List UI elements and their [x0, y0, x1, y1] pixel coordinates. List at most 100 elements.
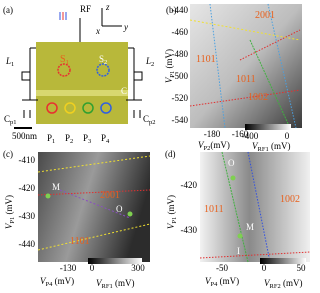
p-sub: 4	[106, 138, 110, 145]
y-tick-label: -430	[181, 225, 198, 235]
axis-y: y	[123, 22, 128, 32]
line	[209, 3, 297, 129]
x-axis-label-unit: (mV)	[210, 140, 230, 150]
p-labels: P1 P2 P3 P4	[47, 133, 110, 145]
y-axis-label: VP1 (mV)	[4, 195, 16, 229]
y-axis-label-sub: P1	[171, 217, 178, 224]
y-tick-label: -500	[172, 71, 189, 81]
s2-main: S	[99, 54, 104, 64]
p-sub: 1	[52, 138, 55, 145]
rf-arrows	[59, 12, 67, 20]
y-axis-label-main: V	[164, 76, 174, 83]
point	[237, 233, 243, 239]
cp2-main: C	[143, 114, 149, 124]
panel-d: (d)	[165, 149, 311, 264]
y-tick-label: -420	[181, 180, 198, 190]
colorbar-tick-label: -400	[242, 131, 259, 141]
line	[247, 151, 271, 263]
y-axis-label-unit: (mV)	[164, 49, 174, 71]
y-tick-label: -540	[172, 115, 189, 125]
axes-text: -440-460-480-500-520-540-180 -160-400 0VP1…	[4, 5, 306, 290]
x-axis-label: VP2(mV)	[198, 140, 230, 152]
colorbar-label-unit: (mV)	[281, 278, 303, 288]
l1-main: L	[5, 56, 11, 66]
y-axis-label-main: V	[166, 222, 176, 229]
annotation: M	[246, 222, 254, 232]
y-tick-label: -430	[19, 211, 36, 221]
annotation: 1011	[204, 204, 224, 215]
panel-b: (b)	[166, 3, 302, 130]
line	[189, 19, 301, 41]
l1-sub: 1	[11, 61, 14, 68]
y-tick-label: -480	[172, 49, 189, 59]
p-main: P	[47, 133, 52, 143]
colorbar-label-sub: RF2	[270, 283, 281, 290]
x-axis-label-unit: (mV)	[217, 276, 239, 286]
y-axis-label-main: V	[4, 222, 14, 229]
scale-label: 500nm	[12, 131, 37, 141]
heatmap	[190, 4, 302, 128]
panel-c: (c)	[3, 149, 151, 264]
y-tick-label: -440	[172, 5, 189, 15]
s1-sub: 1	[66, 59, 69, 66]
cp2-sub: p2	[149, 119, 156, 126]
panel-label: (c)	[3, 149, 13, 159]
axis-z: z	[105, 2, 110, 12]
colorbar-label: VRF1 (mV)	[252, 141, 290, 153]
resistor	[21, 71, 31, 81]
colorbar	[245, 124, 291, 130]
point	[45, 193, 51, 199]
colorbar-label-main: V	[96, 278, 103, 288]
panel-label: (a)	[3, 5, 13, 15]
line	[221, 151, 249, 263]
axis-x: x	[95, 26, 100, 36]
s1: S1	[60, 54, 69, 66]
annotation: 1002	[248, 92, 268, 103]
y-tick-label: -520	[172, 93, 189, 103]
colorbar	[260, 258, 306, 264]
cp1: Cp1	[4, 114, 17, 126]
annotation: 2001	[255, 10, 275, 21]
dots	[46, 63, 112, 114]
y-axis-label-sub: P1	[169, 71, 176, 78]
colorbar-label-main: V	[264, 278, 271, 288]
heatmap	[200, 152, 310, 262]
annotation: 2001	[100, 190, 120, 201]
annotation: O	[228, 158, 235, 168]
panel-a: (a) RF z x y L1 L2 Cp1 Cp2 S1 S2 C 500nm…	[3, 2, 156, 145]
cp2: Cp2	[143, 114, 156, 126]
cp1-main: C	[4, 114, 10, 124]
colorbar-label: VRF2 (mV)	[264, 278, 302, 290]
annotation: M	[52, 182, 60, 192]
p-main: P	[101, 133, 106, 143]
colorbar-tick-label: 50	[297, 263, 307, 273]
s2-sub: 2	[104, 59, 107, 66]
rf-label: RF	[80, 4, 91, 14]
x-tick-label: -50	[216, 263, 228, 273]
y-tick-label: -460	[172, 27, 189, 37]
p-main: P	[83, 133, 88, 143]
colorbar-label-unit: (mV)	[113, 278, 135, 288]
x-axis-label-sub: P4	[211, 281, 219, 288]
x-tick-label: -160	[232, 129, 249, 139]
annotation: I	[237, 246, 240, 256]
annotation: 1002	[280, 194, 300, 205]
colorbar-tick-label: 0	[285, 131, 290, 141]
x-axis-label-main: V	[40, 276, 47, 286]
x-axis-label-sub: P4	[46, 281, 54, 288]
annotation: 1101	[196, 54, 216, 65]
colorbar-tick-label: 0	[90, 263, 95, 273]
panel-label: (d)	[165, 149, 176, 159]
annotation: 1011	[236, 74, 256, 85]
point	[230, 175, 236, 181]
line	[249, 39, 291, 129]
y-axis-label: VP1 (mV)	[164, 49, 176, 83]
colorbar-label: VRF1 (mV)	[96, 278, 134, 290]
annotation: 1101	[70, 236, 90, 247]
colorbar-tick-label: 0	[262, 263, 267, 273]
x-axis-label: VP4 (mV)	[205, 276, 239, 288]
line	[37, 155, 151, 251]
l2-main: L	[145, 56, 151, 66]
y-tick-label: -410	[19, 155, 36, 165]
